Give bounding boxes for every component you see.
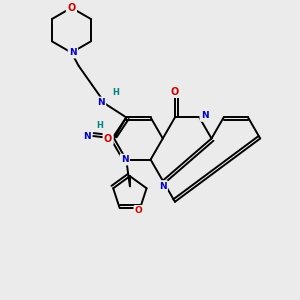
Text: N: N	[83, 132, 91, 141]
Text: N: N	[201, 111, 208, 120]
Text: O: O	[104, 134, 112, 144]
Text: N: N	[159, 182, 166, 190]
Text: N: N	[121, 155, 129, 164]
Text: O: O	[171, 86, 179, 97]
Text: H: H	[96, 121, 103, 130]
Text: H: H	[112, 88, 119, 97]
Text: O: O	[67, 3, 76, 13]
Text: N: N	[97, 98, 105, 107]
Text: O: O	[135, 206, 142, 215]
Text: N: N	[69, 48, 77, 57]
